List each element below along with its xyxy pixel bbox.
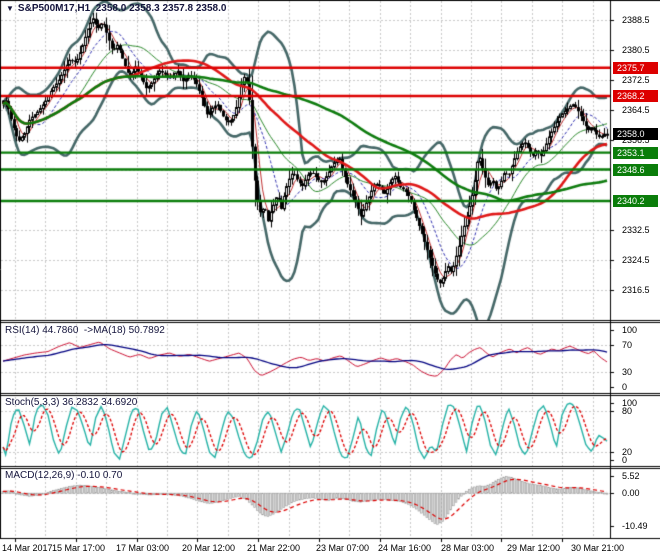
x-axis-label: 20 Mar 12:00	[182, 543, 236, 553]
y-axis-label: 70	[622, 339, 633, 350]
x-axis-label: 29 Mar 12:00	[507, 543, 561, 553]
symbol-dropdown-icon[interactable]: ▼	[6, 4, 14, 13]
x-axis-label: 24 Mar 16:00	[378, 543, 432, 553]
y-axis-label: 2372.5	[622, 74, 650, 85]
y-axis-label: 5.52	[622, 471, 640, 482]
y-axis-label: 100	[622, 325, 638, 335]
chart-ohlc: 2358.0 2358.3 2357.8 2358.0	[95, 3, 227, 14]
panel-header-rsi: RSI(14) 44.7860 ->MA(18) 50.7892	[5, 325, 165, 336]
y-axis-label: 0	[622, 455, 628, 465]
chart-symbol: S&P500M17,H1	[17, 3, 91, 14]
y-axis-label: 30	[622, 367, 633, 378]
y-axis-label: 2364.5	[622, 104, 650, 115]
price-level-tag: 2368.2	[613, 89, 658, 102]
y-axis-label: 0.00	[622, 488, 640, 499]
panel-header-stoch: Stoch(5,3,3) 36.2832 34.6920	[5, 397, 138, 408]
x-axis-label: 23 Mar 07:00	[316, 543, 370, 553]
panel-header-macd: MACD(12,26,9) -0.10 0.70	[5, 470, 123, 481]
price-level-tag: 2353.1	[613, 146, 658, 159]
price-level-tag: 2340.2	[613, 195, 658, 208]
y-axis-label: 2332.5	[622, 224, 650, 235]
x-axis-label: 30 Mar 21:00	[571, 543, 625, 553]
chart-title: ▼ S&P500M17,H1 2358.0 2358.3 2357.8 2358.…	[6, 3, 226, 14]
y-axis-label: 20	[622, 447, 633, 458]
y-axis-label: -10.49	[622, 520, 648, 531]
y-axis-label: 80	[622, 405, 633, 416]
y-axis-label: 100	[622, 398, 638, 408]
y-axis-label: 2388.5	[622, 14, 650, 25]
y-axis-label: 2316.5	[622, 284, 650, 295]
y-axis-label: 2324.5	[622, 254, 650, 265]
y-axis-label: 0	[622, 382, 628, 392]
x-axis-label: 14 Mar 2017	[2, 543, 53, 553]
price-level-tag: 2348.6	[613, 163, 658, 176]
current-price-tag: 2358.0	[613, 128, 658, 141]
price-level-tag: 2375.7	[613, 61, 658, 74]
x-axis-label: 17 Mar 03:00	[116, 543, 170, 553]
x-axis-label: 28 Mar 03:00	[441, 543, 495, 553]
y-axis-label: 2380.5	[622, 44, 650, 55]
x-axis-label: 21 Mar 22:00	[247, 543, 301, 553]
x-axis-label: 15 Mar 17:00	[52, 543, 106, 553]
